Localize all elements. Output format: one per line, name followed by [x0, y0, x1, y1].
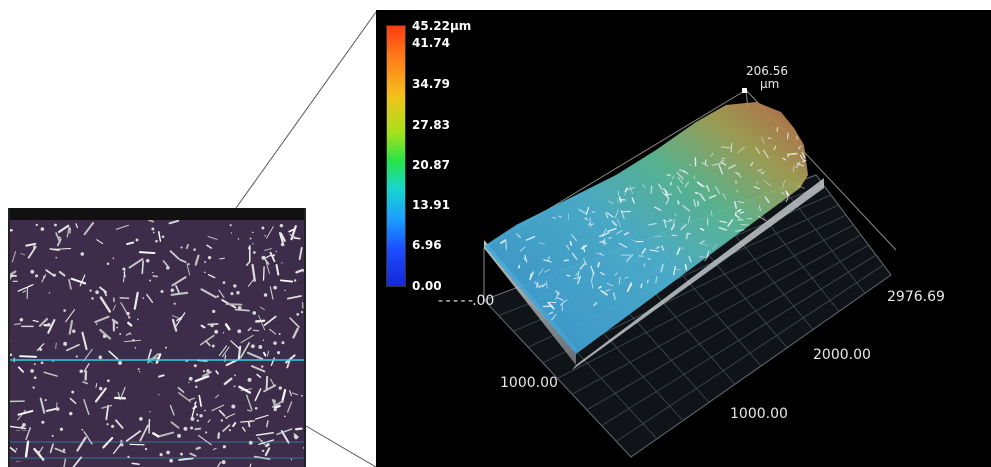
y-axis-tick-1000: 1000.00: [730, 406, 788, 422]
micrograph-bright-features: [10, 219, 304, 467]
surface-front-wall: [572, 178, 824, 370]
colorbar-label-13: 13.91: [412, 198, 450, 212]
micrograph-image: ×: [10, 219, 304, 467]
surface-texture: [500, 126, 807, 321]
axis-tick-left-origin-value: .00: [472, 293, 495, 309]
y-axis-tick-2000: 2000.00: [813, 347, 871, 363]
colorbar-label-27: 27.83: [412, 118, 450, 132]
surface-top: [484, 102, 808, 354]
profile-cursor-icon[interactable]: ×: [146, 356, 154, 367]
micrograph-panel: × ─ ─ ─: [8, 208, 306, 467]
height-map-surface[interactable]: [376, 10, 991, 467]
connector-top: [235, 11, 377, 209]
svg-text:×: ×: [146, 356, 154, 367]
colorbar-label-41: 41.74: [412, 36, 450, 50]
connector-bottom: [305, 425, 377, 467]
max-height-unit: µm: [760, 77, 780, 91]
colorbar-label-0: 0.00: [412, 279, 442, 293]
colorbar-label-34: 34.79: [412, 77, 450, 91]
x-axis-tick-1000: 1000.00: [500, 375, 558, 391]
y-axis-tick-max: 2976.69: [887, 289, 945, 305]
colorbar-label-20: 20.87: [412, 158, 450, 172]
micrograph-scale-mark-2: ─: [16, 458, 21, 466]
color-scale-bar: [386, 25, 406, 287]
micrograph-top-bar: [10, 208, 304, 220]
colorbar-label-6: 6.96: [412, 238, 442, 252]
max-height-value: 206.56: [746, 64, 788, 78]
height-map-3d-view[interactable]: 45.22µm 41.74 34.79 27.83 20.87 13.91 6.…: [376, 10, 991, 467]
max-point-marker-icon: [742, 88, 747, 93]
micrograph-scale-mark: ─ ─: [16, 427, 27, 435]
axis-tick-left-origin: - - - - -.00: [438, 293, 495, 309]
colorbar-label-max: 45.22µm: [412, 19, 472, 33]
